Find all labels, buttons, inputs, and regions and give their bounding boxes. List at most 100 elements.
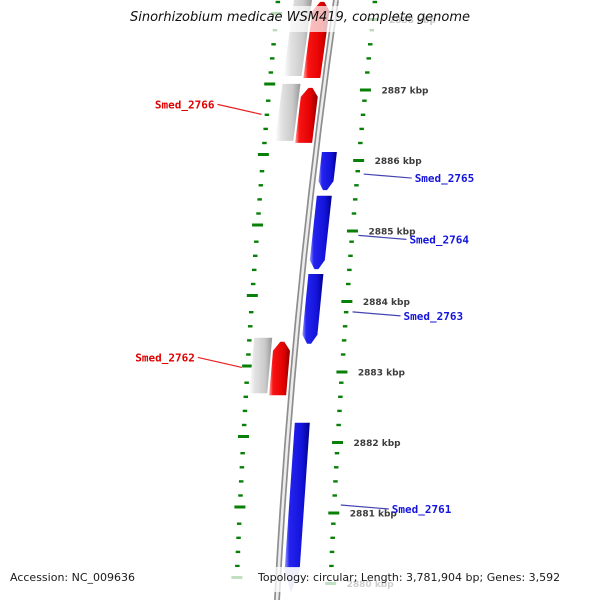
tick-label-2885: 2885 kbp — [368, 228, 416, 238]
gene-label-Smed_2764[interactable]: Smed_2764 — [409, 233, 469, 246]
ruler-dot — [236, 536, 241, 539]
ruler-dot — [365, 71, 370, 74]
footer-summary: Topology: circular; Length: 3,781,904 bp… — [257, 571, 560, 584]
ruler-dot — [268, 71, 274, 74]
ruler-dot — [367, 43, 373, 46]
tick-label-2884: 2884 kbp — [363, 298, 411, 308]
ruler-dot — [239, 466, 245, 469]
gene-feature-Smed_2766[interactable] — [295, 87, 318, 143]
ruler-dot — [262, 141, 267, 145]
gene-label-Smed_2762[interactable]: Smed_2762 — [135, 351, 195, 364]
ruler-dot — [346, 282, 351, 286]
ruler-dot — [355, 170, 360, 173]
ruler-dot — [336, 423, 341, 427]
ruler-dot — [330, 536, 335, 539]
ruler-dot — [235, 564, 240, 568]
gene-label-Smed_2765[interactable]: Smed_2765 — [415, 172, 475, 185]
ruler-dot — [343, 311, 349, 314]
gene-feature-Smed_2762[interactable] — [269, 341, 290, 396]
leader-line-Smed_2761 — [340, 504, 389, 510]
ruler-dot — [366, 57, 371, 60]
ruler-dot — [253, 254, 258, 257]
labels-and-leaders: Smed_2766 Smed_2765 Smed_2764 Smed_2763 Smed… — [135, 98, 474, 516]
tick-mark-left-2882 — [237, 435, 249, 438]
gene-feature-Smed_2761[interactable] — [284, 422, 310, 568]
ruler-dot — [259, 170, 265, 173]
gene-feature-Smed_2764[interactable] — [309, 195, 332, 270]
ruler-dot — [354, 184, 359, 187]
ruler-dot — [242, 409, 248, 413]
tick-mark-2884 — [341, 300, 353, 303]
ruler-dot — [332, 494, 337, 497]
tick-mark-left-2881 — [234, 505, 246, 509]
backbone-highlight — [275, 0, 338, 600]
ruler-dot — [339, 381, 344, 384]
ruler-dot — [352, 198, 358, 201]
gene-label-Smed_2763[interactable]: Smed_2763 — [404, 310, 464, 323]
ruler-dot — [347, 268, 352, 272]
ruler-dot — [358, 141, 363, 145]
ruler-dot — [236, 522, 242, 525]
ruler-dot — [275, 0, 281, 4]
ruler-dot — [238, 494, 243, 497]
leader-line-Smed_2762 — [197, 356, 243, 369]
ruler-dot — [334, 452, 340, 455]
tick-mark-left-2887 — [264, 82, 276, 86]
footer-accession: Accession: NC_009636 — [10, 571, 135, 584]
ruler-dot — [256, 212, 261, 215]
tick-mark-left-2883 — [242, 364, 254, 368]
tick-label-2883: 2883 kbp — [358, 369, 406, 379]
ruler-dot — [243, 395, 249, 398]
map-title: Sinorhizobium medicae WSM419, complete g… — [130, 10, 470, 25]
ruler-dot — [362, 99, 367, 102]
ruler-dot — [372, 0, 378, 4]
gene-feature-Smed_2763[interactable] — [302, 274, 324, 344]
ruler-dot — [329, 550, 335, 554]
ruler-dot — [359, 127, 364, 131]
ruler-dot — [351, 212, 357, 215]
gene-label-Smed_2766[interactable]: Smed_2766 — [155, 98, 215, 111]
tick-label-2887: 2887 kbp — [381, 87, 429, 97]
tick-mark-left-2885 — [252, 223, 264, 227]
footer-backdrop — [0, 567, 600, 592]
tick-mark-2887 — [359, 88, 371, 92]
ruler-dot — [246, 353, 251, 356]
ruler-dot — [238, 480, 244, 483]
ruler-dot — [248, 311, 254, 314]
ruler-dot — [265, 99, 271, 102]
gene-feature-Smed_2765[interactable] — [318, 152, 337, 191]
ruler-dot — [329, 564, 334, 568]
tick-mark-left-2886 — [257, 153, 269, 156]
ruler-dot — [240, 452, 245, 455]
companion-bar-Smed_2766 — [275, 83, 301, 141]
leader-line-Smed_2766 — [217, 103, 262, 115]
gene-label-Smed_2761[interactable]: Smed_2761 — [392, 503, 452, 516]
tick-mark-2881 — [328, 511, 340, 515]
tick-mark-2883 — [336, 370, 348, 374]
ruler-dot — [348, 254, 353, 257]
ruler-dot — [337, 409, 342, 413]
tick-label-2881: 2881 kbp — [350, 510, 398, 520]
title-backdrop — [0, 6, 600, 32]
ruler-dot — [247, 339, 252, 342]
ruler-dot — [340, 353, 346, 356]
ruler-dot — [360, 113, 366, 116]
ruler-dot — [331, 522, 336, 525]
ruler-dot — [333, 480, 338, 483]
tick-label-2882: 2882 kbp — [354, 439, 402, 449]
ruler-dot — [257, 198, 262, 201]
tick-label-2886: 2886 kbp — [375, 157, 423, 167]
ruler-dot — [263, 127, 268, 131]
tick-mark-2885 — [346, 229, 358, 233]
ruler-dot — [342, 325, 348, 328]
ruler-dot — [254, 240, 259, 243]
ruler-dot — [241, 423, 247, 427]
ruler-dot — [247, 325, 253, 328]
ruler-dot — [235, 550, 241, 554]
tick-mark-2882 — [332, 441, 344, 444]
ruler-dot — [269, 57, 275, 60]
tick-mark-left-2884 — [246, 294, 258, 297]
